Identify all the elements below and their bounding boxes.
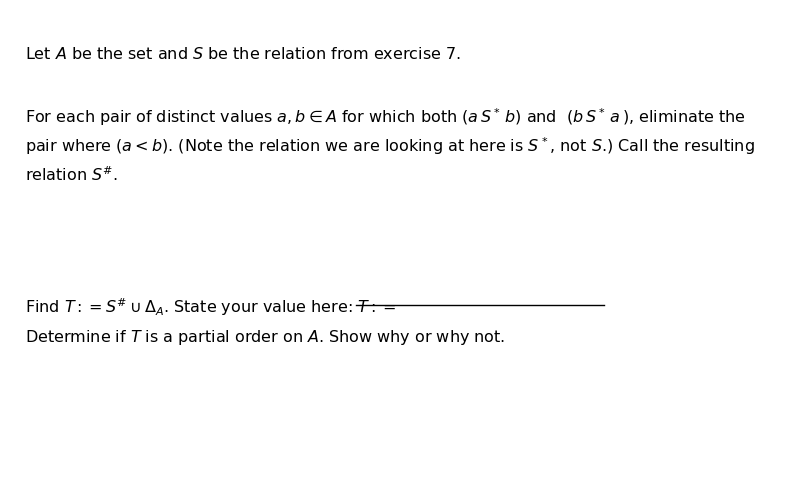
Text: Find $T := S^\# \cup \Delta_A$. State your value here: $T :=$: Find $T := S^\# \cup \Delta_A$. State yo… xyxy=(24,295,396,317)
Text: Determine if $T$ is a partial order on $A$. Show why or why not.: Determine if $T$ is a partial order on $… xyxy=(24,327,505,347)
Text: relation $S^\#$.: relation $S^\#$. xyxy=(24,165,118,184)
Text: Let $A$ be the set and $S$ be the relation from exercise 7.: Let $A$ be the set and $S$ be the relati… xyxy=(24,46,461,61)
Text: pair where $(a < b)$. (Note the relation we are looking at here is $S^*$, not $S: pair where $(a < b)$. (Note the relation… xyxy=(24,135,754,157)
Text: For each pair of distinct values $a, b \in A$ for which both $(a\, S^*\, b)$ and: For each pair of distinct values $a, b \… xyxy=(24,106,746,127)
